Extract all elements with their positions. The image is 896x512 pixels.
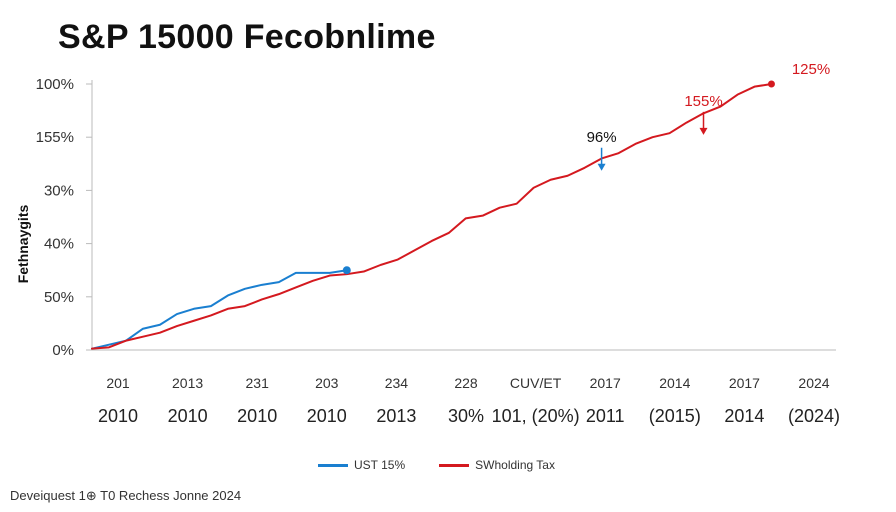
annotation-arrowhead-1	[699, 127, 708, 135]
legend: UST 15% SWholding Tax	[318, 458, 555, 472]
x-tick-label: 2014	[659, 375, 690, 391]
legend-swatch-ust	[318, 463, 348, 467]
x-tick-label-secondary: 2010	[168, 406, 208, 426]
legend-item-withholding: SWholding Tax	[439, 458, 555, 472]
series-end-marker-withholding	[767, 80, 775, 88]
series-line-0	[91, 269, 348, 350]
x-tick-label-secondary: 2010	[307, 406, 347, 426]
x-tick-label-secondary: 2014	[724, 406, 764, 426]
y-tick-label: 0%	[52, 342, 74, 359]
x-tick-label-secondary: 101, (20%)	[492, 406, 580, 426]
x-tick-label-secondary: (2015)	[649, 406, 701, 426]
annotation-arrowhead-0	[597, 163, 606, 171]
y-tick-label: 50%	[44, 289, 74, 306]
x-tick-label: 231	[246, 375, 270, 391]
y-tick-label: 155%	[36, 129, 74, 146]
y-tick-label: 100%	[36, 76, 74, 93]
x-tick-label: 228	[454, 375, 478, 391]
y-tick-label: 40%	[44, 236, 74, 253]
x-tick-label-secondary: 30%	[448, 406, 484, 426]
x-tick-label-secondary: 2011	[586, 406, 625, 426]
legend-swatch-withholding	[439, 463, 470, 467]
annotation-label-1: 155%	[684, 93, 722, 110]
x-tick-label-secondary: 2010	[98, 406, 138, 426]
legend-item-ust: UST 15%	[318, 458, 405, 472]
series-line-1	[91, 83, 773, 350]
x-tick-label: CUV/ET	[510, 375, 562, 391]
x-tick-label: 234	[385, 375, 409, 391]
x-tick-label: 2017	[590, 375, 621, 391]
annotation-label-2: 125%	[792, 61, 830, 78]
x-tick-label: 203	[315, 375, 339, 391]
series-end-marker-ust	[342, 266, 351, 275]
x-tick-label: 201	[106, 375, 130, 391]
source-note: Deveiquest 1⊕ T0 Rechess Jonne 2024	[10, 488, 242, 503]
y-tick-label: 30%	[44, 182, 74, 199]
x-tick-label-secondary: 2013	[376, 406, 416, 426]
x-tick-label: 2013	[172, 375, 203, 391]
x-tick-label-secondary: (2024)	[788, 406, 840, 426]
chart-title: S&P 15000 Fecobnlime	[58, 18, 436, 56]
legend-label-ust: UST 15%	[354, 458, 406, 472]
x-tick-label: 2017	[729, 375, 760, 391]
x-tick-label-secondary: 2010	[237, 406, 277, 426]
annotation-label-0: 96%	[587, 129, 617, 146]
legend-label-withholding: SWholding Tax	[475, 458, 555, 472]
x-tick-label: 2024	[798, 375, 829, 391]
